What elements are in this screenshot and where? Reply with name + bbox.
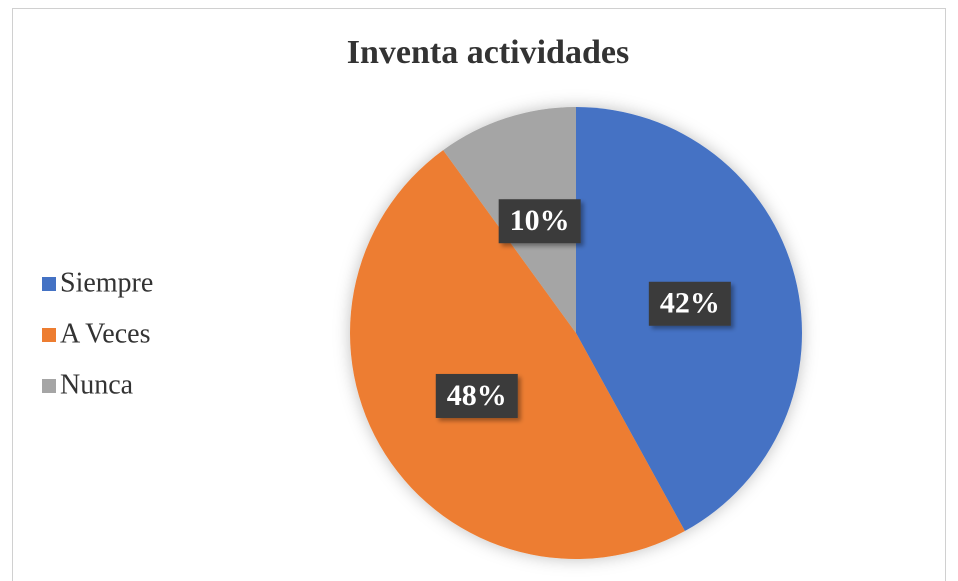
chart-title: Inventa actividades xyxy=(347,34,629,71)
data-label: 48% xyxy=(447,379,507,412)
pie-slice xyxy=(350,150,685,559)
data-label-box xyxy=(498,199,581,244)
data-label-box xyxy=(648,281,731,326)
legend-swatch xyxy=(42,328,56,342)
legend-swatch xyxy=(42,379,56,393)
legend-label: A Veces xyxy=(60,318,150,349)
data-label: 42% xyxy=(660,287,720,320)
legend-swatch xyxy=(42,277,56,291)
data-label: 10% xyxy=(510,204,570,237)
legend-label: Nunca xyxy=(60,369,134,400)
data-label-box xyxy=(435,373,518,418)
legend-label: Siempre xyxy=(60,267,153,298)
pie xyxy=(350,107,802,559)
